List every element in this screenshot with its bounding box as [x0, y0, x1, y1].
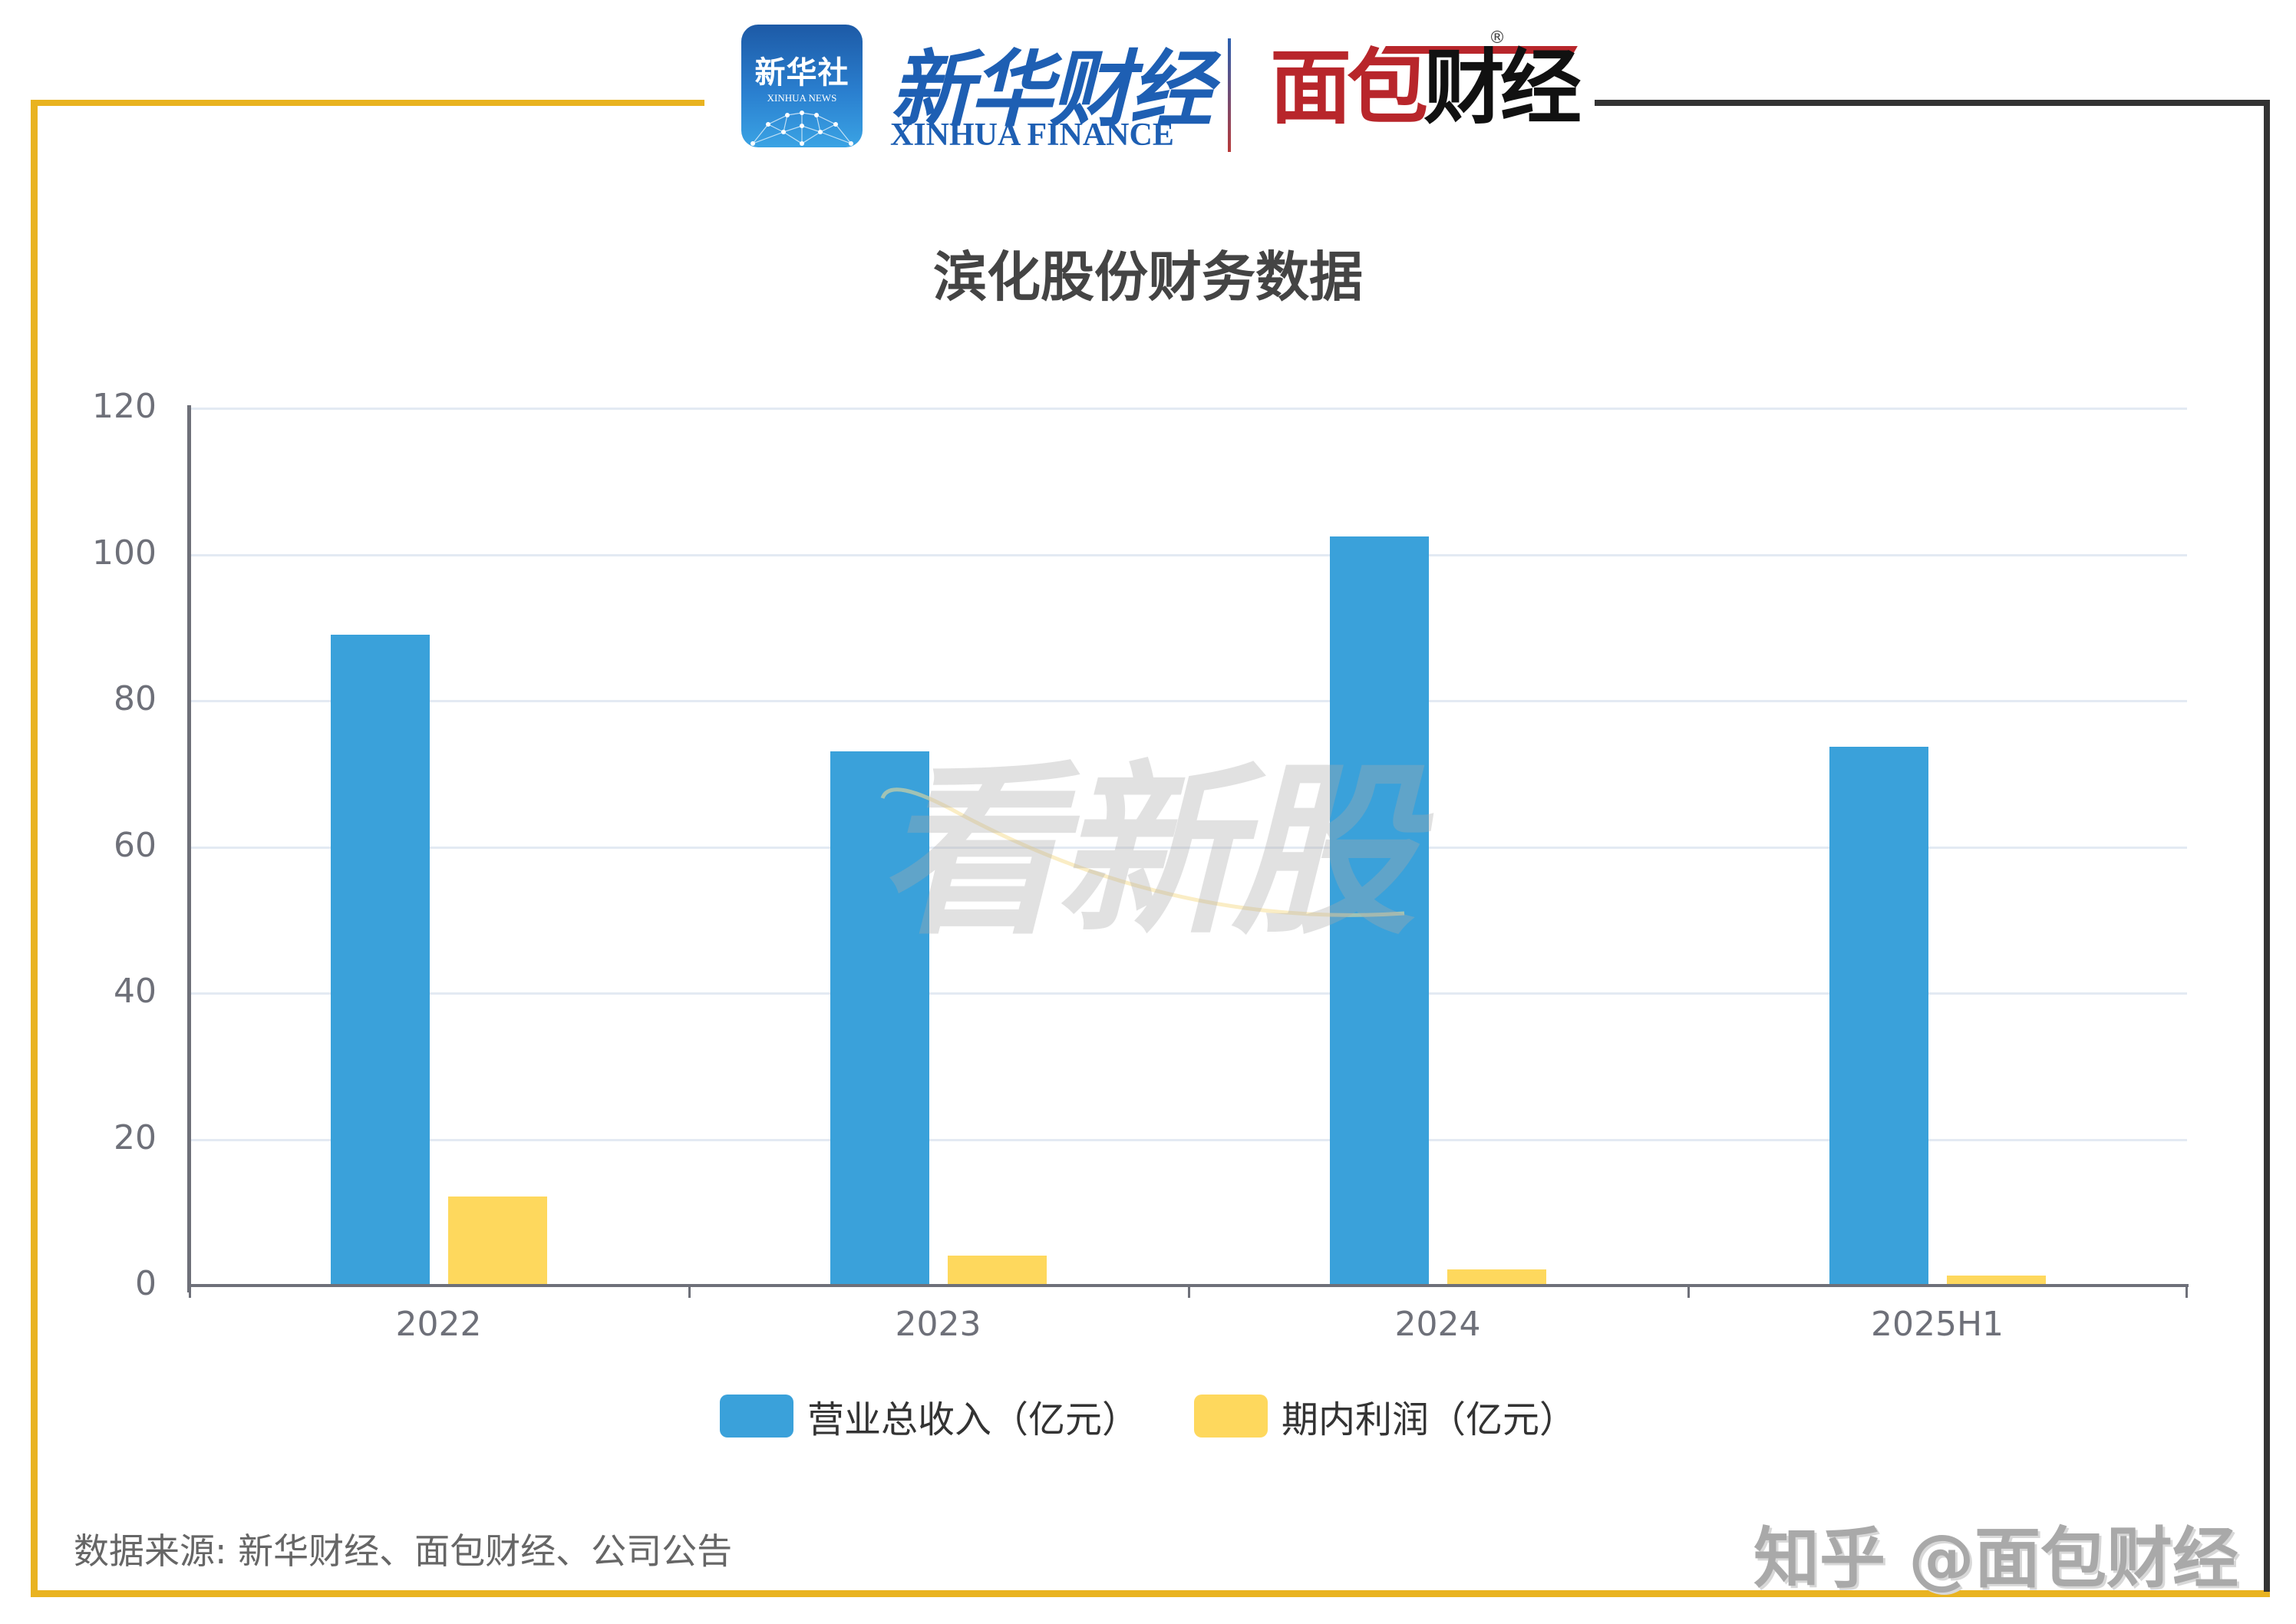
legend-label-revenue: 营业总收入（亿元）: [807, 1398, 1139, 1441]
frame-right-dark-line: [2264, 100, 2270, 1592]
gridline: [189, 553, 2187, 556]
legend-item-profit[interactable]: 期内利润（亿元）: [1194, 1389, 1576, 1443]
chart-title: 滨化股份财务数据: [933, 246, 1363, 309]
gridline: [189, 700, 2187, 702]
bar-revenue-2025h1[interactable]: [1829, 747, 1928, 1286]
y-tick-label: 60: [114, 825, 157, 865]
legend-label-profit: 期内利润（亿元）: [1282, 1398, 1577, 1441]
mianbao-logo-red-text: 面包: [1270, 41, 1428, 135]
frame-top-dark-line: [1595, 100, 2270, 106]
xinhua-finance-logo-en: XINHUA FINANCE: [890, 117, 1174, 153]
bar-profit-2024[interactable]: [1447, 1269, 1546, 1286]
x-tick: [189, 1286, 191, 1298]
mianbao-finance-logo: 面包财经 ®: [1270, 28, 1582, 135]
bar-profit-2025h1[interactable]: [1946, 1275, 2046, 1286]
x-tick-label: 2022: [395, 1305, 482, 1344]
y-tick-label: 40: [114, 972, 157, 1011]
x-tick: [1188, 1286, 1190, 1298]
y-axis-line: [187, 405, 191, 1292]
network-globe-icon: [750, 111, 853, 146]
y-tick-label: 20: [114, 1117, 157, 1157]
xinhua-news-logo: 新华社 XINHUA NEWS: [741, 25, 863, 147]
xinhua-news-logo-en: XINHUA NEWS: [767, 92, 837, 104]
x-tick-label: 2024: [1394, 1305, 1481, 1344]
legend: 营业总收入（亿元） 期内利润（亿元）: [0, 1389, 2296, 1443]
bar-revenue-2022[interactable]: [330, 635, 430, 1286]
x-tick: [1687, 1286, 1690, 1298]
mianbao-logo-black-text: 财经: [1423, 41, 1582, 135]
gridline: [189, 1138, 2187, 1141]
bar-revenue-2023[interactable]: [830, 751, 929, 1286]
bar-revenue-2024[interactable]: [1329, 536, 1429, 1286]
legend-swatch-profit: [1194, 1395, 1268, 1438]
x-tick-label: 2025H1: [1870, 1305, 2004, 1344]
legend-item-revenue[interactable]: 营业总收入（亿元）: [719, 1389, 1139, 1443]
bar-profit-2023[interactable]: [947, 1255, 1047, 1286]
xinhua-finance-logo: 新华财经 XINHUA FINANCE: [890, 23, 1212, 153]
x-tick: [2185, 1286, 2188, 1298]
y-tick-label: 120: [92, 387, 157, 426]
registered-trademark-icon: ®: [1489, 28, 1506, 48]
legend-swatch-revenue: [719, 1395, 793, 1438]
x-tick: [688, 1286, 691, 1298]
xinhua-news-logo-cn: 新华社: [754, 54, 849, 91]
bar-profit-2022[interactable]: [447, 1196, 547, 1286]
frame-top-yellow-line: [31, 100, 704, 106]
logo-divider: [1228, 38, 1231, 152]
zhihu-watermark: 知乎 @面包财经: [1753, 1520, 2238, 1597]
frame-bottom-yellow-line: [31, 1590, 2270, 1597]
data-source-note: 数据来源: 新华财经、面包财经、公司公告: [74, 1530, 733, 1572]
gridline: [189, 992, 2187, 995]
x-tick-label: 2023: [895, 1305, 981, 1344]
y-tick-label: 100: [92, 533, 157, 573]
plot-area: 0 20 40 60 80 100 120 2022 2023 2024 2025H1: [92, 387, 2189, 1344]
y-tick-label: 0: [135, 1264, 157, 1303]
xinhua-finance-logo-cn: 新华财经: [890, 41, 1212, 138]
y-tick-label: 80: [114, 679, 157, 718]
gridline: [189, 408, 2187, 410]
frame-left-yellow-line: [31, 100, 38, 1596]
